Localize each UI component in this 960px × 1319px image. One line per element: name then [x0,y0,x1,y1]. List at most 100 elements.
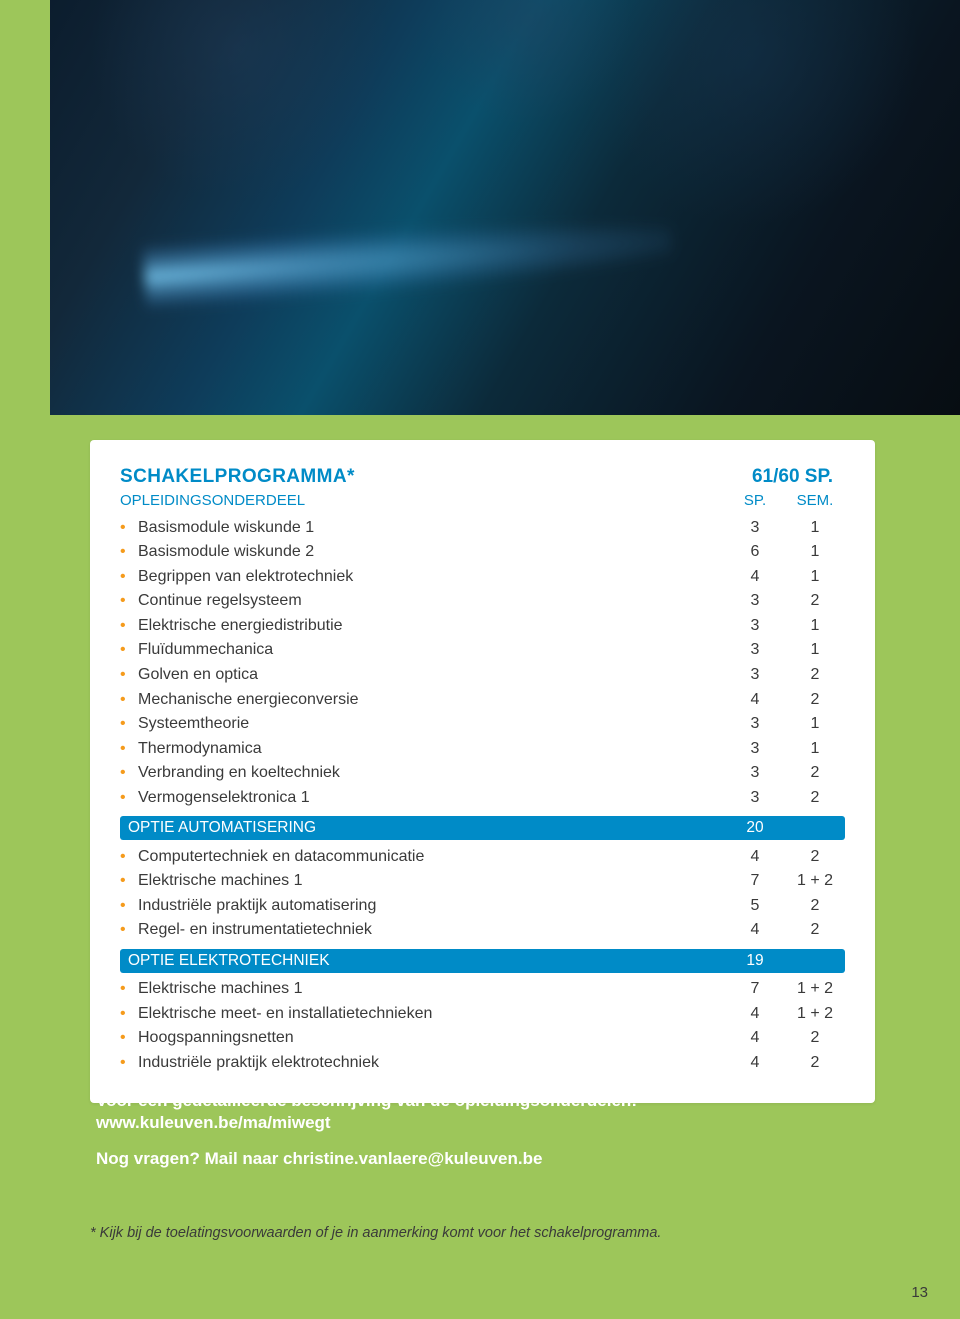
course-name: Elektrische meet- en installatietechniek… [138,1003,725,1025]
course-sp: 7 [725,980,785,998]
bullet-icon: • [120,591,138,609]
course-row: •Elektrische energiedistributie31 [120,613,845,638]
bullet-icon: • [120,920,138,938]
course-sp: 3 [725,789,785,807]
course-row: •Thermodynamica31 [120,736,845,761]
section-sp: 19 [725,952,785,970]
course-name: Golven en optica [138,664,725,686]
course-row: •Vermogenselektronica 132 [120,786,845,811]
course-sem: 2 [785,592,845,610]
left-green-strip [0,0,50,520]
course-row: •Mechanische energieconversie42 [120,687,845,712]
course-sp: 3 [725,740,785,758]
page-number: 13 [911,1284,928,1301]
course-sem: 2 [785,1054,845,1072]
section-title: OPTIE ELEKTROTECHNIEK [128,952,725,970]
course-name: Industriële praktijk elektrotechniek [138,1052,725,1074]
bullet-icon: • [120,542,138,560]
course-sem: 2 [785,897,845,915]
col-sp: SP. [725,492,785,509]
course-row: •Elektrische meet- en installatietechnie… [120,1001,845,1026]
course-row: •Systeemtheorie31 [120,712,845,737]
info-url: www.kuleuven.be/ma/miwegt [96,1113,869,1133]
course-sp: 4 [725,1005,785,1023]
course-row: •Hoogspanningsnetten42 [120,1026,845,1051]
course-name: Regel- en instrumentatietechniek [138,919,725,941]
course-sem: 2 [785,921,845,939]
course-name: Elektrische machines 1 [138,870,725,892]
course-sem: 2 [785,789,845,807]
course-sp: 3 [725,592,785,610]
course-list-elek: •Elektrische machines 171 + 2•Elektrisch… [120,977,845,1075]
course-sem: 2 [785,691,845,709]
course-sem: 2 [785,848,845,866]
bullet-icon: • [120,518,138,536]
course-sem: 2 [785,764,845,782]
course-name: Verbranding en koeltechniek [138,762,725,784]
course-row: •Basismodule wiskunde 131 [120,515,845,540]
card-header: SCHAKELPROGRAMMA* 61/60 SP. [120,466,845,488]
bullet-icon: • [120,896,138,914]
course-sem: 1 [785,568,845,586]
course-sem: 1 [785,519,845,537]
course-name: Mechanische energieconversie [138,689,725,711]
course-row: •Computertechniek en datacommunicatie42 [120,844,845,869]
section-automatisering: OPTIE AUTOMATISERING 20 [120,816,845,840]
course-row: •Elektrische machines 171 + 2 [120,869,845,894]
course-name: Systeemtheorie [138,713,725,735]
course-list-main: •Basismodule wiskunde 131•Basismodule wi… [120,515,845,810]
course-row: •Begrippen van elektrotechniek41 [120,564,845,589]
bullet-icon: • [120,690,138,708]
course-row: •Regel- en instrumentatietechniek42 [120,918,845,943]
program-sp-total: 61/60 SP. [725,466,845,488]
bullet-icon: • [120,665,138,683]
bullet-icon: • [120,739,138,757]
course-list-auto: •Computertechniek en datacommunicatie42•… [120,844,845,942]
course-sp: 4 [725,1029,785,1047]
col-sem: SEM. [785,492,845,509]
course-row: •Fluïdummechanica31 [120,638,845,663]
course-name: Elektrische energiedistributie [138,615,725,637]
bullet-icon: • [120,714,138,732]
course-row: •Elektrische machines 171 + 2 [120,977,845,1002]
course-sp: 4 [725,568,785,586]
course-sp: 3 [725,519,785,537]
course-name: Computertechniek en datacommunicatie [138,846,725,868]
course-sp: 4 [725,921,785,939]
bullet-icon: • [120,567,138,585]
course-row: •Basismodule wiskunde 261 [120,540,845,565]
footnote: * Kijk bij de toelatingsvoorwaarden of j… [90,1225,875,1241]
course-sem: 1 + 2 [785,1005,845,1023]
course-row: •Verbranding en koeltechniek32 [120,761,845,786]
program-card: SCHAKELPROGRAMMA* 61/60 SP. OPLEIDINGSON… [90,440,875,1103]
course-name: Thermodynamica [138,738,725,760]
course-sp: 3 [725,666,785,684]
course-name: Fluïdummechanica [138,639,725,661]
course-row: •Industriële praktijk automatisering52 [120,893,845,918]
program-title: SCHAKELPROGRAMMA* [120,466,725,488]
bullet-icon: • [120,1028,138,1046]
course-sp: 7 [725,872,785,890]
course-sem: 1 + 2 [785,980,845,998]
column-headers: OPLEIDINGSONDERDEEL SP. SEM. [120,492,845,509]
course-name: Basismodule wiskunde 2 [138,541,725,563]
bullet-icon: • [120,847,138,865]
course-name: Continue regelsysteem [138,590,725,612]
bullet-icon: • [120,763,138,781]
info-box: Voor een gedetailleerde beschrijving van… [90,1085,875,1173]
section-title: OPTIE AUTOMATISERING [128,819,725,837]
course-name: Elektrische machines 1 [138,978,725,1000]
course-sem: 2 [785,1029,845,1047]
col-opleidingsonderdeel: OPLEIDINGSONDERDEEL [120,492,725,509]
info-question-line: Nog vragen? Mail naar christine.vanlaere… [96,1149,869,1169]
bullet-icon: • [120,640,138,658]
course-sp: 6 [725,543,785,561]
bullet-icon: • [120,1053,138,1071]
hero-photo [0,0,960,415]
course-row: •Continue regelsysteem32 [120,589,845,614]
course-sem: 1 [785,715,845,733]
bullet-icon: • [120,788,138,806]
bullet-icon: • [120,979,138,997]
course-sp: 4 [725,848,785,866]
course-sp: 5 [725,897,785,915]
